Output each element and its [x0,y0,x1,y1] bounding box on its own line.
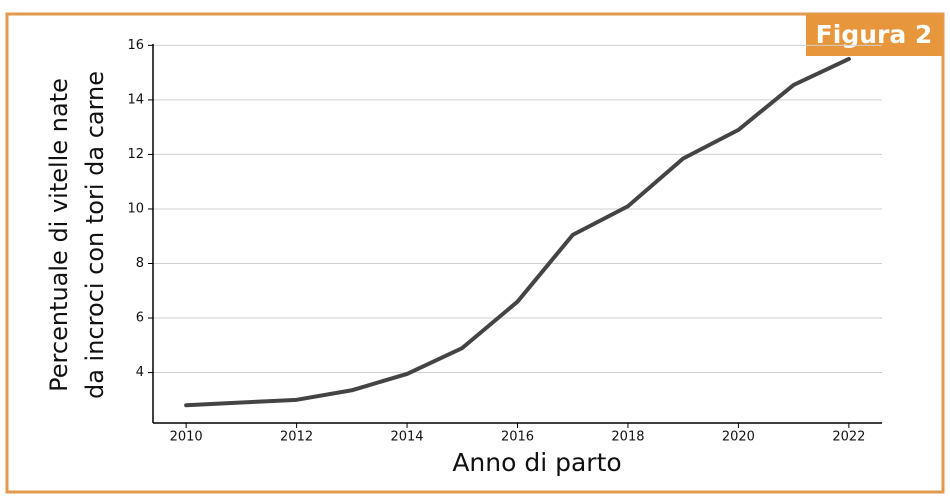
frame [5,12,945,494]
x-tick-label: 2010 [170,430,203,445]
x-tick-label: 2018 [611,430,644,445]
y-tick-label: 16 [127,38,144,53]
line [184,56,851,408]
badge-text: Figura 2 [816,20,933,49]
y-tick-label: 8 [136,256,144,271]
y-tick-label: 12 [127,147,144,162]
x-tick-label: 2020 [722,430,755,445]
y-tick-label: 6 [136,311,144,326]
x-tick-label: 2012 [280,430,313,445]
y-tick-label: 4 [136,365,144,380]
x-axis-label: Anno di parto [452,448,621,477]
x-tick-label: 2022 [832,430,865,445]
y-axis-label: da incroci con tori da carne [81,71,109,399]
x-tick-label: 2016 [501,430,534,445]
badge [806,14,943,56]
y-tick-label: 10 [127,201,144,216]
y-axis-label: Percentuale di vitelle nate [45,78,73,392]
y-tick-label: 14 [127,92,144,107]
x-tick-label: 2014 [390,430,423,445]
